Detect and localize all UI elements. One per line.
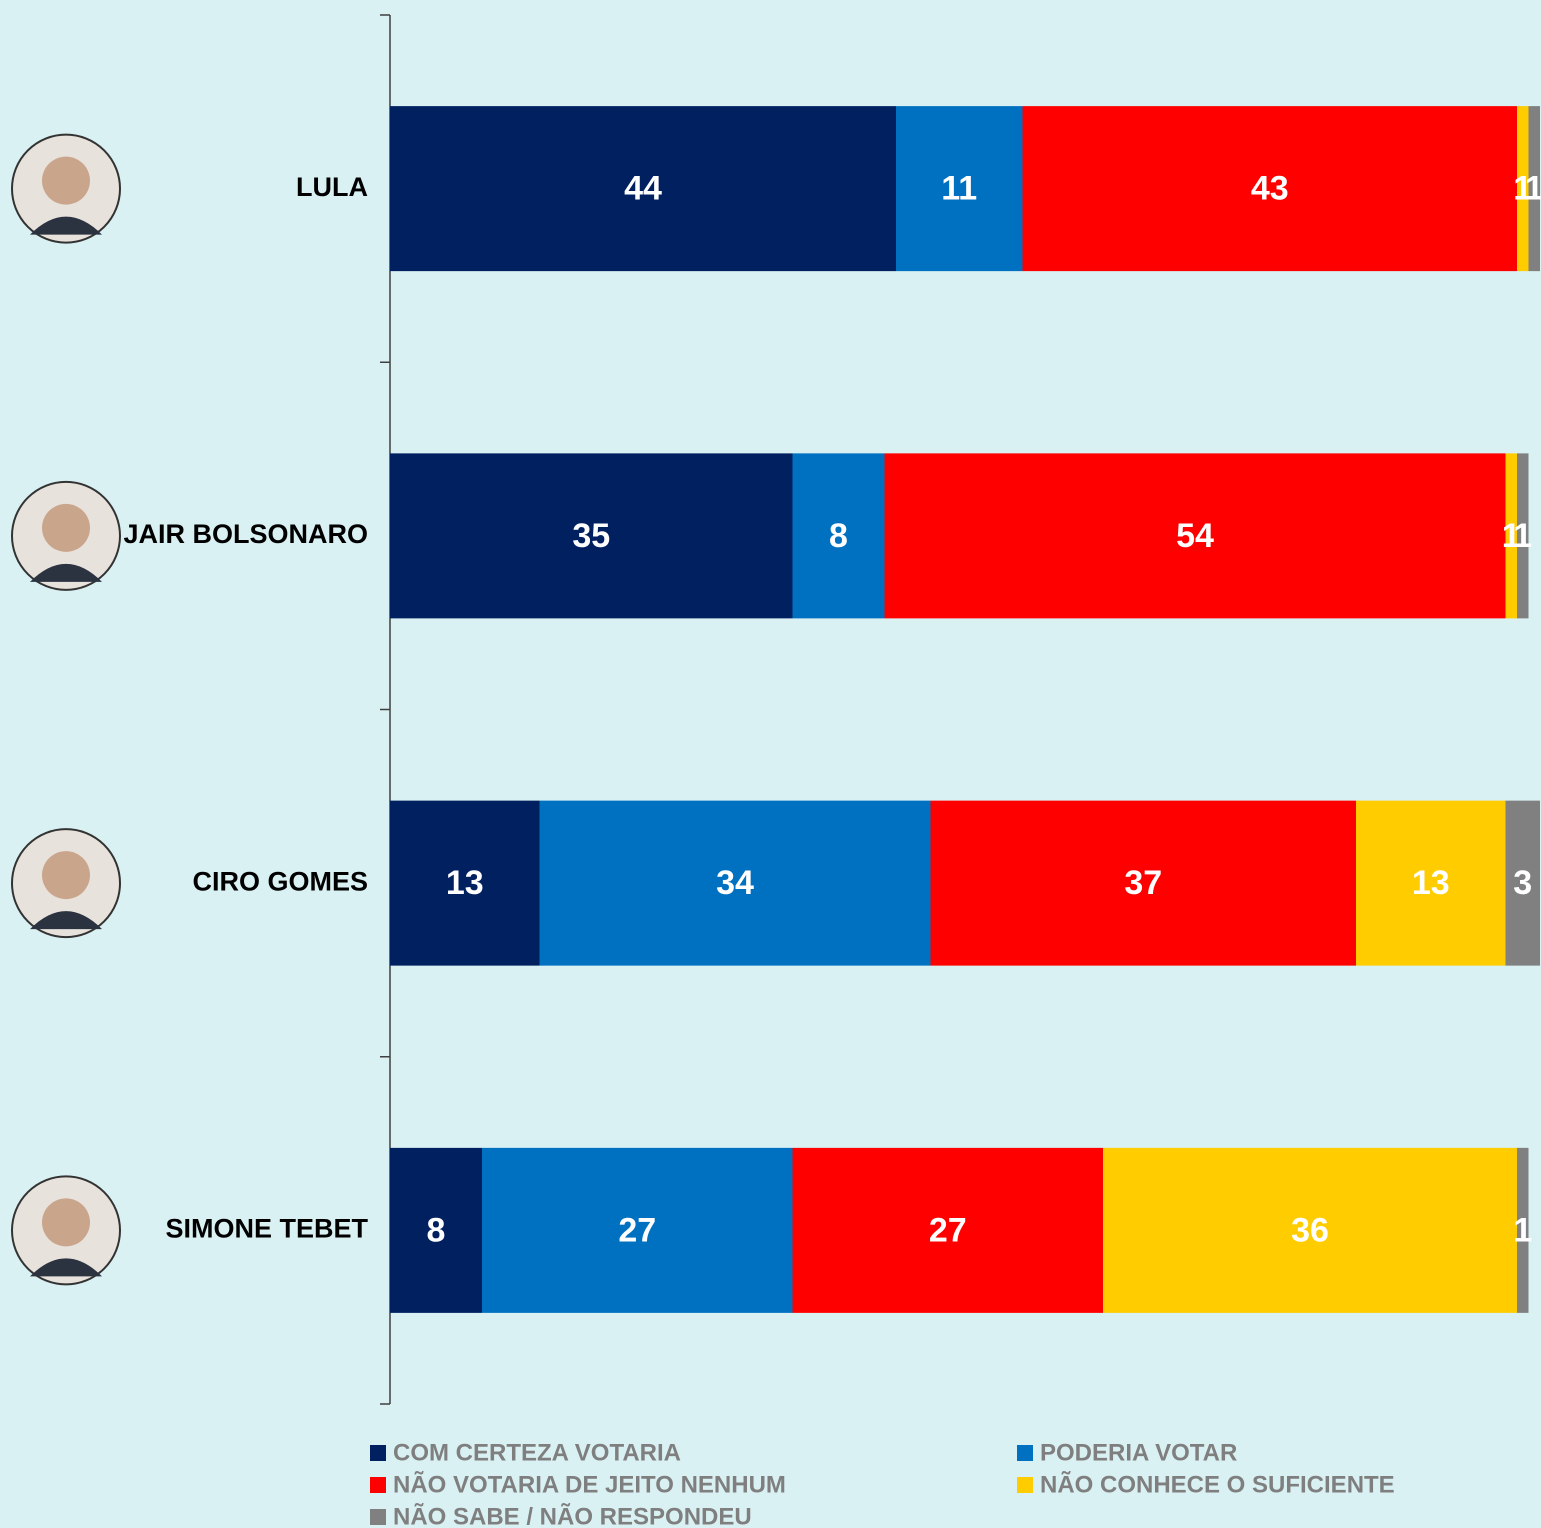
data-label: 11 — [941, 170, 977, 208]
data-label: 8 — [829, 517, 848, 555]
legend-swatch — [1017, 1445, 1033, 1461]
data-label: 35 — [572, 517, 610, 555]
data-label: 36 — [1291, 1211, 1329, 1249]
data-label: 13 — [1412, 864, 1450, 902]
candidate-photo-head — [42, 157, 90, 205]
data-label: 44 — [624, 170, 662, 208]
data-label: 1 — [1513, 517, 1532, 555]
candidate-photo-head — [42, 504, 90, 552]
data-label: 27 — [929, 1211, 967, 1249]
legend-label: NÃO SABE / NÃO RESPONDEU — [393, 1502, 752, 1528]
data-label: 34 — [716, 864, 754, 902]
data-label: 27 — [618, 1211, 656, 1249]
data-label: 54 — [1176, 517, 1214, 555]
data-label: 1 — [1513, 1211, 1532, 1249]
legend-label: COM CERTEZA VOTARIA — [393, 1439, 681, 1466]
legend-label: PODERIA VOTAR — [1040, 1439, 1237, 1466]
legend-swatch — [370, 1477, 386, 1493]
legend-label: NÃO CONHECE O SUFICIENTE — [1040, 1470, 1395, 1498]
legend-swatch — [370, 1445, 386, 1461]
category-label: JAIR BOLSONARO — [123, 519, 368, 549]
data-label: 1 — [1525, 170, 1541, 208]
category-label: CIRO GOMES — [192, 866, 368, 896]
chart: LULA44114311JAIR BOLSONARO3585411CIRO GO… — [0, 0, 1541, 1528]
category-label: LULA — [296, 172, 368, 202]
candidate-photo-head — [42, 1198, 90, 1246]
legend-label: NÃO VOTARIA DE JEITO NENHUM — [393, 1470, 786, 1498]
legend-swatch — [370, 1509, 386, 1525]
category-label: SIMONE TEBET — [165, 1214, 368, 1244]
data-label: 37 — [1124, 864, 1162, 902]
data-label: 43 — [1251, 170, 1289, 208]
data-label: 13 — [446, 864, 484, 902]
candidate-photo-head — [42, 851, 90, 899]
legend-swatch — [1017, 1477, 1033, 1493]
data-label: 3 — [1513, 864, 1532, 902]
data-label: 8 — [427, 1211, 446, 1249]
